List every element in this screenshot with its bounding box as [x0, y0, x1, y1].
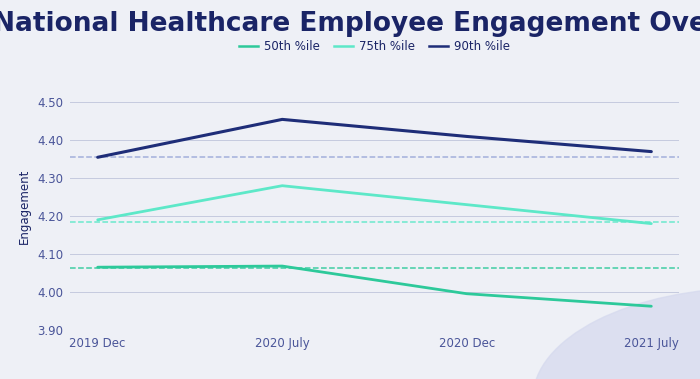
Title: National Healthcare Employee Engagement Overall: National Healthcare Employee Engagement … [0, 11, 700, 37]
Legend: 50th %ile, 75th %ile, 90th %ile: 50th %ile, 75th %ile, 90th %ile [234, 35, 514, 58]
Ellipse shape [533, 288, 700, 379]
Y-axis label: Engagement: Engagement [18, 169, 32, 244]
